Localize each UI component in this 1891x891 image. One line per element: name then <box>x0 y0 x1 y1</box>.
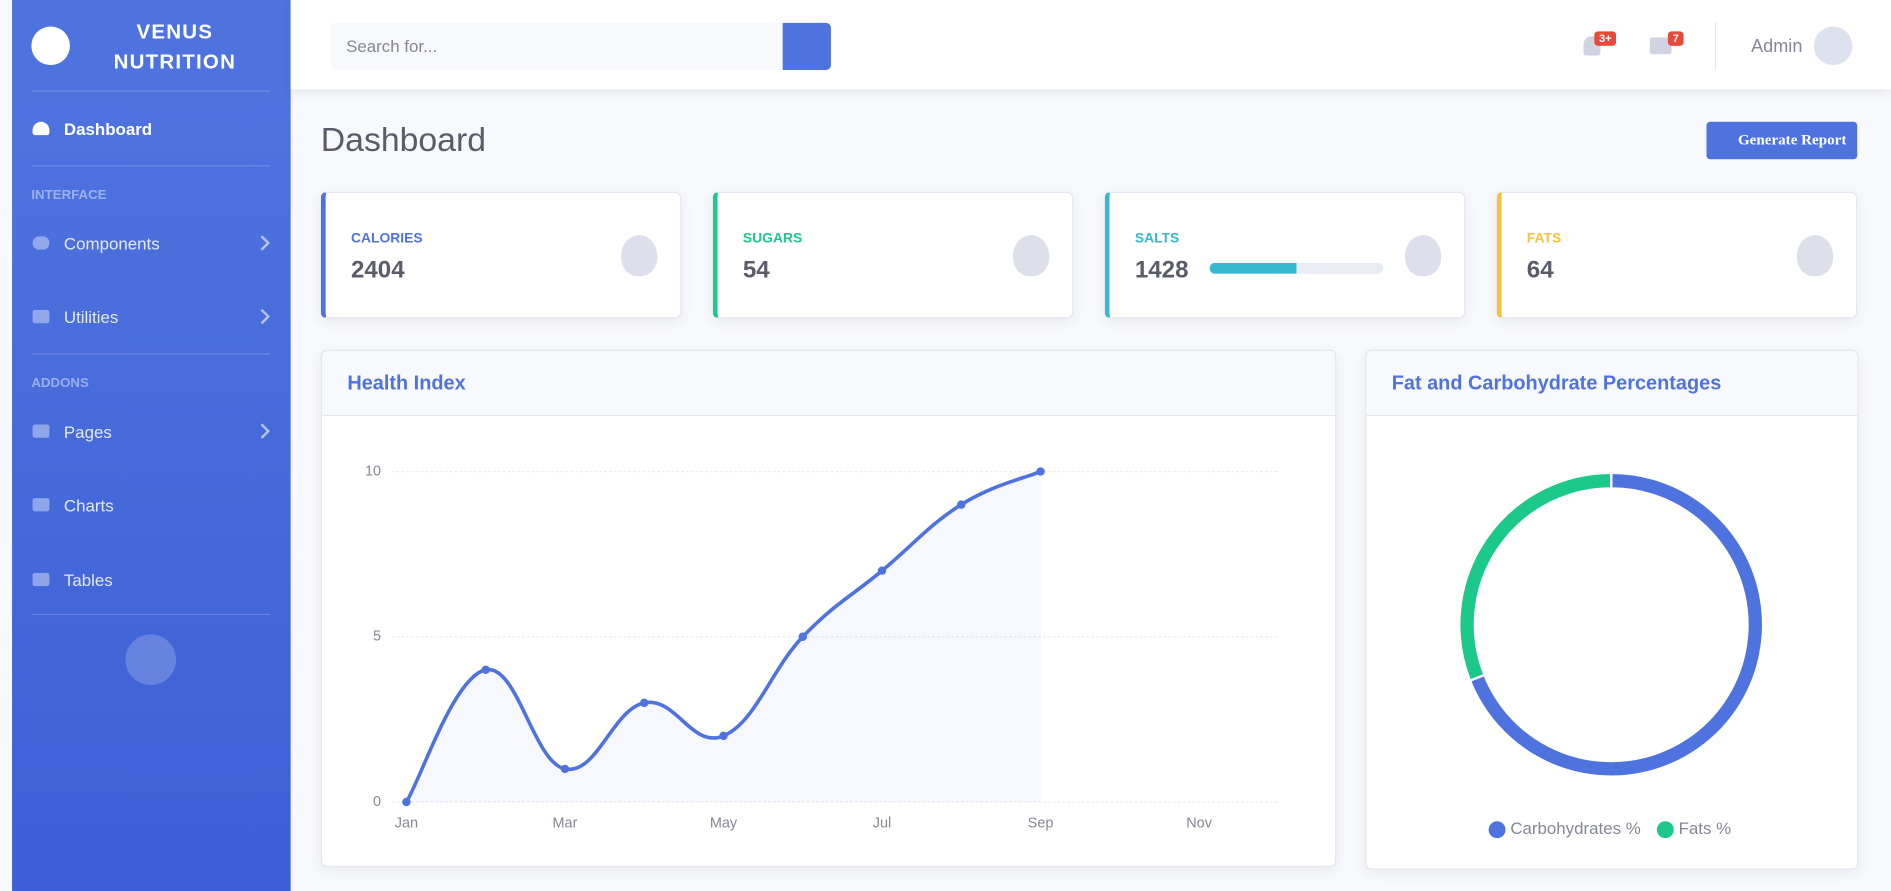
legend-swatch <box>1656 821 1674 839</box>
stat-label: FATS <box>1526 231 1562 247</box>
messages-icon[interactable] <box>1649 37 1672 55</box>
stat-label: SUGARS <box>742 231 803 247</box>
x-tick-label: Jan <box>395 816 418 832</box>
messages-badge: 7 <box>1667 31 1684 46</box>
alerts-badge: 3+ <box>1594 31 1617 46</box>
x-tick-label: Nov <box>1186 816 1212 832</box>
point <box>1036 467 1045 476</box>
icon <box>32 424 50 438</box>
user-name[interactable]: Admin <box>1751 36 1803 57</box>
stat-label: SALTS <box>1134 231 1180 247</box>
point <box>402 797 411 807</box>
stat-icon <box>1796 235 1834 277</box>
nav-item[interactable]: Utilities <box>63 307 119 327</box>
x-tick-label: May <box>710 816 738 832</box>
nav-item[interactable]: Dashboard <box>63 119 153 139</box>
stat-card: FATS 64 <box>1496 191 1858 319</box>
stat-card: SALTS 1428 <box>1104 191 1466 319</box>
pie-chart-card: Fat and Carbohydrate Percentages <box>1365 349 1859 870</box>
stat-icon <box>1404 235 1442 277</box>
x-tick-label: Sep <box>1028 816 1054 832</box>
icon <box>32 572 50 587</box>
sidebar-toggle[interactable] <box>125 634 177 686</box>
point <box>798 632 807 641</box>
point <box>877 566 887 575</box>
stat-value: 1428 <box>1134 256 1189 284</box>
y-tick-label: 10 <box>365 463 381 479</box>
icon <box>32 498 50 512</box>
x-tick-label: Mar <box>552 816 577 832</box>
legend-swatch <box>1488 821 1506 839</box>
progress-bar <box>1209 262 1384 274</box>
point <box>719 731 728 741</box>
area <box>406 471 1041 802</box>
icon <box>32 236 50 250</box>
search-button[interactable] <box>782 22 831 70</box>
icon <box>32 121 50 136</box>
search-box[interactable] <box>330 22 783 70</box>
avatar[interactable] <box>1813 26 1853 66</box>
y-tick-label: 0 <box>373 794 381 810</box>
y-tick-label: 5 <box>373 629 381 645</box>
donut-slice <box>1458 471 1613 683</box>
nav-heading: INTERFACE <box>31 188 107 203</box>
line <box>404 469 1042 803</box>
stat-value: 2404 <box>350 256 405 284</box>
sidebar: VENUS NUTRITION Dashboard INTERFACE Comp… <box>12 0 291 891</box>
stat-value: 64 <box>1526 256 1554 284</box>
brand-icon <box>31 26 70 66</box>
progress-fill <box>1209 262 1297 274</box>
nav-item[interactable]: Tables <box>63 570 113 590</box>
card-title: Fat and Carbohydrate Percentages <box>1391 372 1722 395</box>
stat-card: SUGARS 54 <box>712 191 1074 319</box>
legend-label: Carbohydrates % <box>1510 819 1640 838</box>
stat-value: 54 <box>742 256 770 284</box>
legend-label: Fats % <box>1679 819 1732 838</box>
icon <box>32 309 50 324</box>
card-title: Health Index <box>347 372 466 395</box>
stat-card: CALORIES 2404 <box>320 191 682 319</box>
stat-icon <box>621 235 658 277</box>
nav-item[interactable]: Components <box>63 233 160 254</box>
stat-label: CALORIES <box>350 231 423 247</box>
stat-icon <box>1013 235 1050 277</box>
topbar: Search for... 3+ 7 Admin <box>290 0 1891 90</box>
point <box>640 698 649 708</box>
search-placeholder: Search for... <box>346 36 438 56</box>
nav-item[interactable]: Pages <box>63 422 112 442</box>
line-chart-card: Health Index <box>320 349 1337 868</box>
generate-report-button[interactable]: Generate Report <box>1706 121 1858 160</box>
nav-heading: ADDONS <box>31 376 89 391</box>
x-tick-label: Jul <box>873 816 892 832</box>
nav-item[interactable]: Charts <box>63 495 114 515</box>
point <box>560 764 570 774</box>
page-title: Dashboard <box>320 120 486 158</box>
point <box>957 500 966 509</box>
brand[interactable]: VENUS NUTRITION <box>113 20 237 74</box>
point <box>481 665 490 675</box>
